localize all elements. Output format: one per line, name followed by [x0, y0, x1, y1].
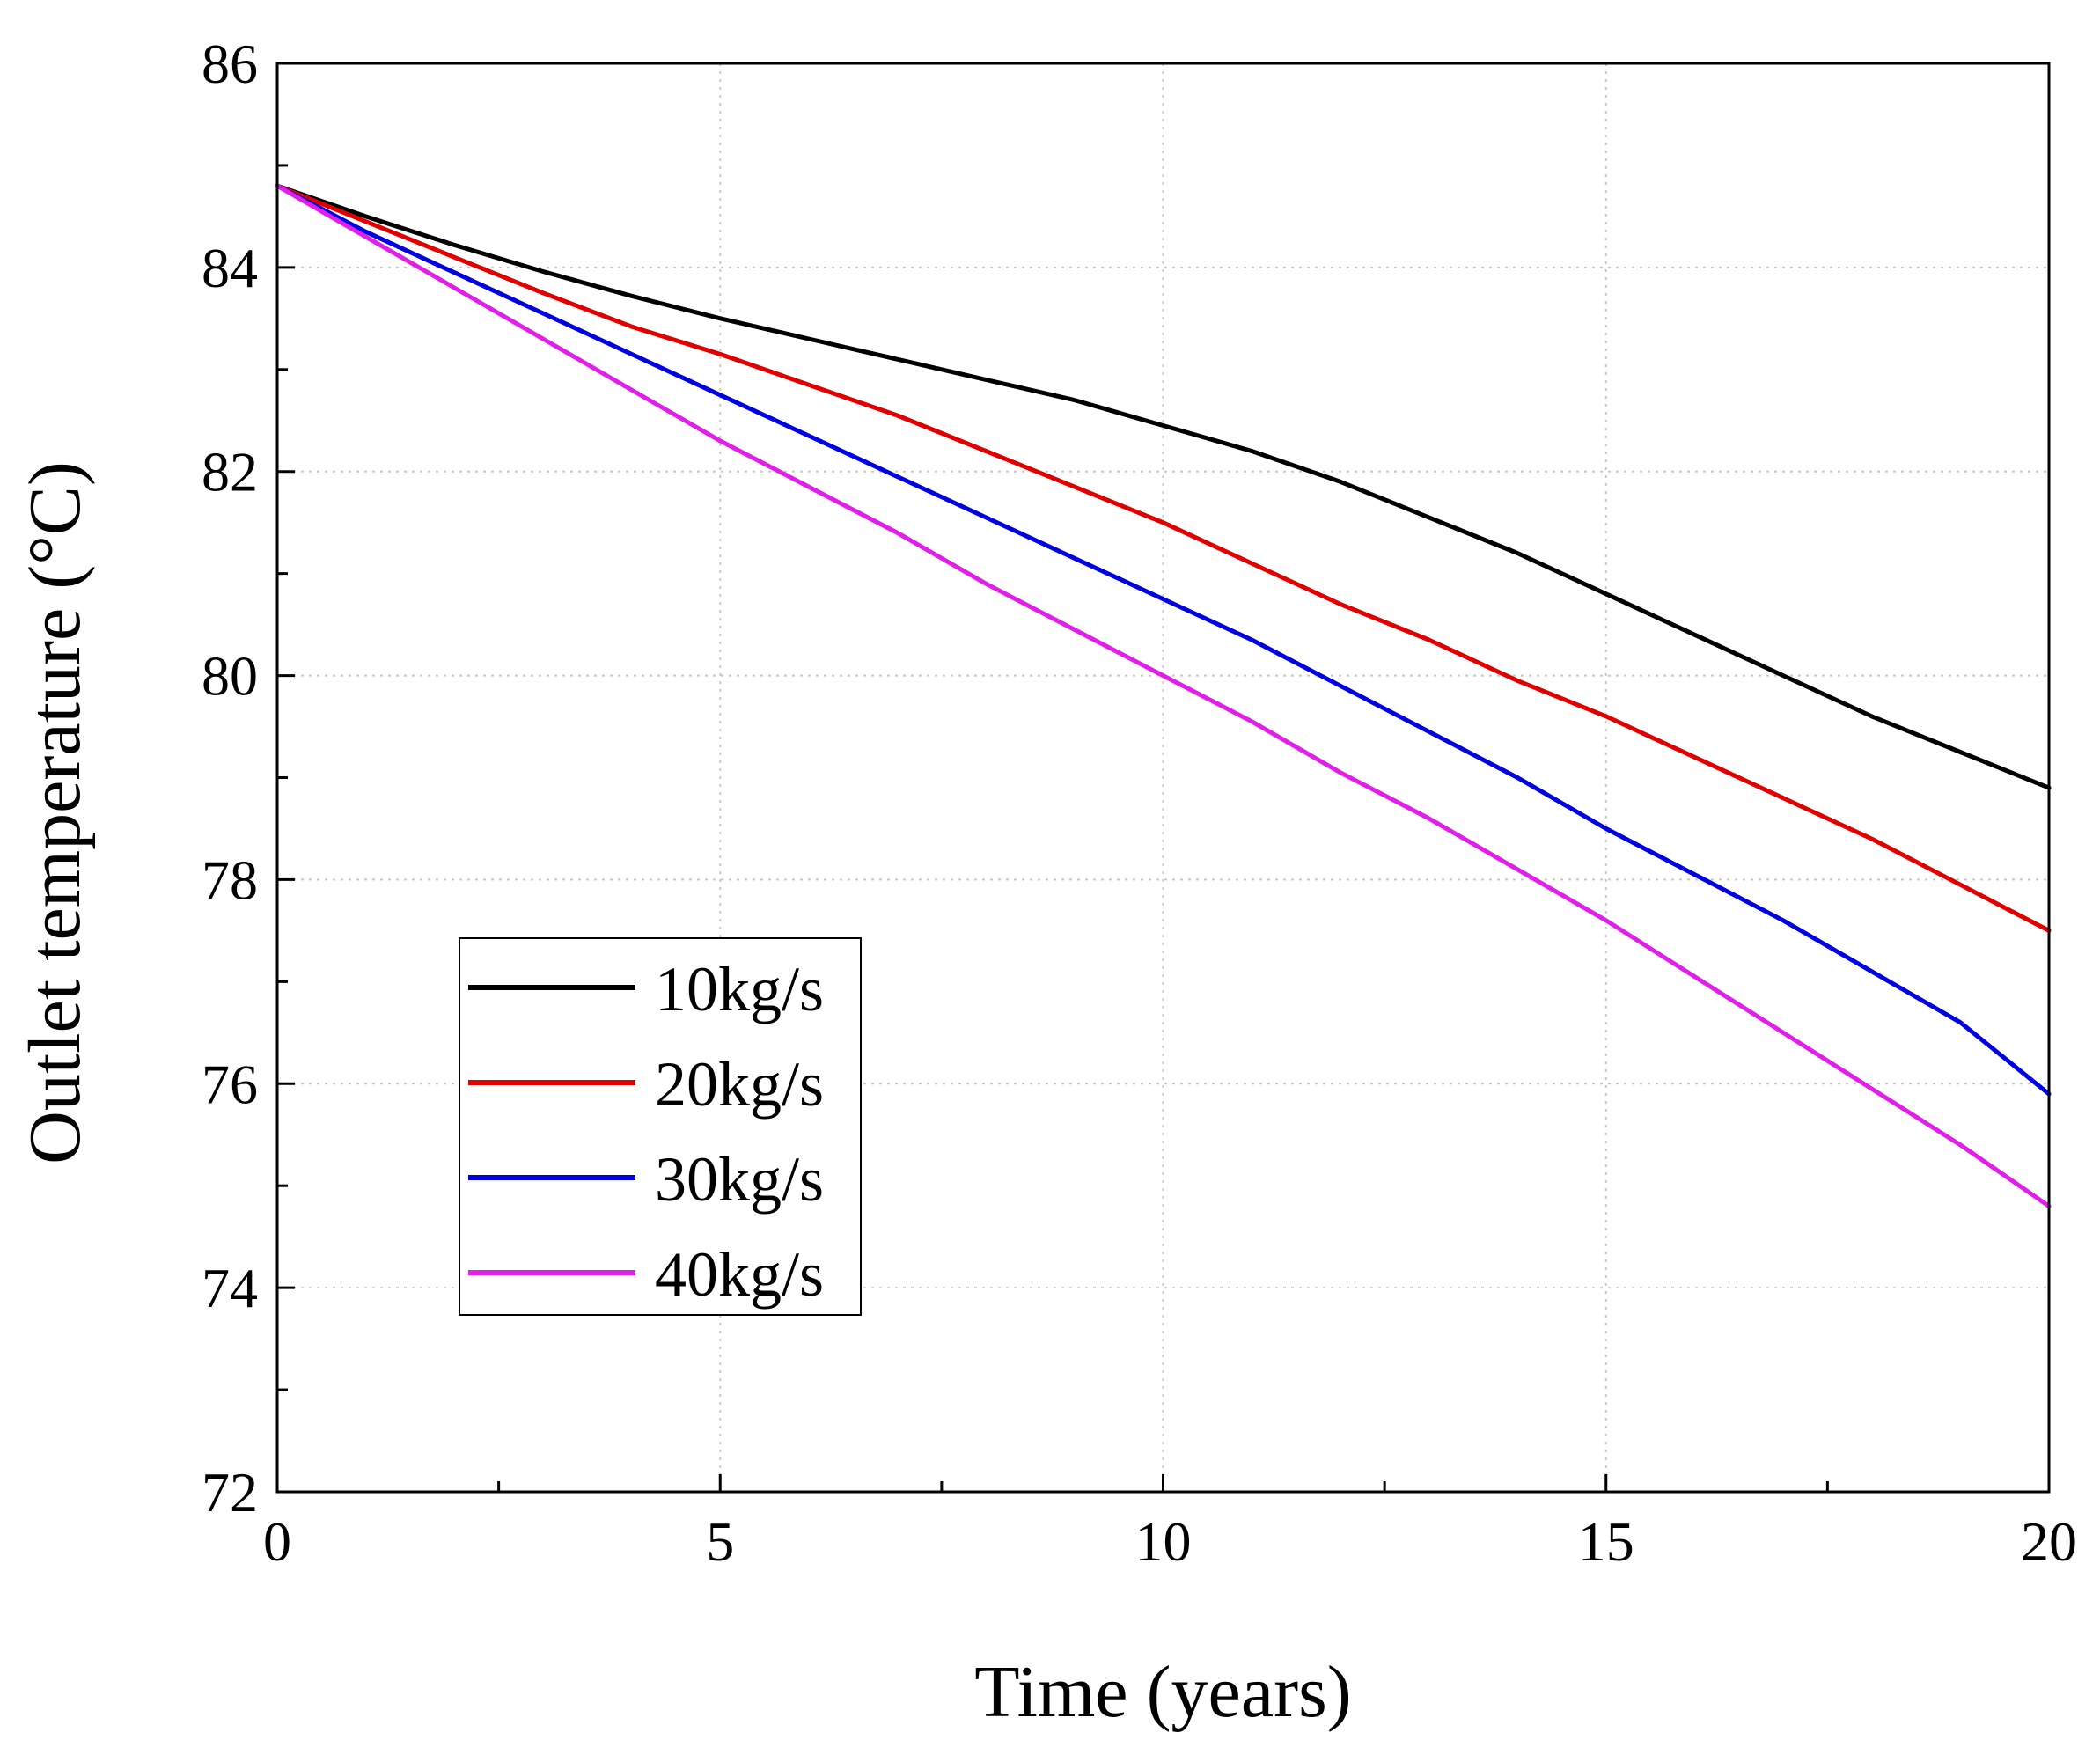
series-line-4 — [275, 183, 2052, 1208]
x-tick-label: 0 — [263, 1510, 291, 1573]
tick-layer — [275, 62, 2051, 1494]
series-line-1 — [275, 183, 2052, 790]
legend-label-2: 20kg/s — [655, 1049, 824, 1120]
tick-label-layer: 0 5 10 15 20 72 74 76 78 80 82 84 86 — [202, 33, 2077, 1573]
y-tick-label: 80 — [202, 645, 258, 708]
series-layer — [275, 183, 2052, 1208]
y-tick-label: 82 — [202, 441, 258, 503]
y-axis-label: Outlet temperature (°C) — [14, 461, 96, 1164]
legend-label-1: 10kg/s — [655, 954, 824, 1024]
legend-label-4: 40kg/s — [655, 1239, 824, 1310]
legend: 10kg/s 20kg/s 30kg/s 40kg/s — [459, 937, 862, 1316]
y-tick-label: 84 — [202, 237, 258, 299]
x-tick-label: 15 — [1578, 1510, 1634, 1573]
series-line-2 — [275, 183, 2052, 933]
y-tick-label: 74 — [202, 1257, 258, 1319]
x-tick-label: 20 — [2021, 1510, 2077, 1573]
series-line-3 — [275, 183, 2052, 1097]
x-tick-label: 10 — [1135, 1510, 1192, 1573]
legend-label-3: 30kg/s — [655, 1144, 824, 1215]
y-tick-label: 78 — [202, 848, 258, 911]
x-axis-label: Time (years) — [974, 1651, 1352, 1733]
y-tick-label: 86 — [202, 33, 258, 95]
y-tick-label: 76 — [202, 1053, 258, 1115]
legend-box — [459, 937, 862, 1316]
x-tick-label: 5 — [706, 1510, 734, 1573]
y-tick-label: 72 — [202, 1461, 258, 1523]
